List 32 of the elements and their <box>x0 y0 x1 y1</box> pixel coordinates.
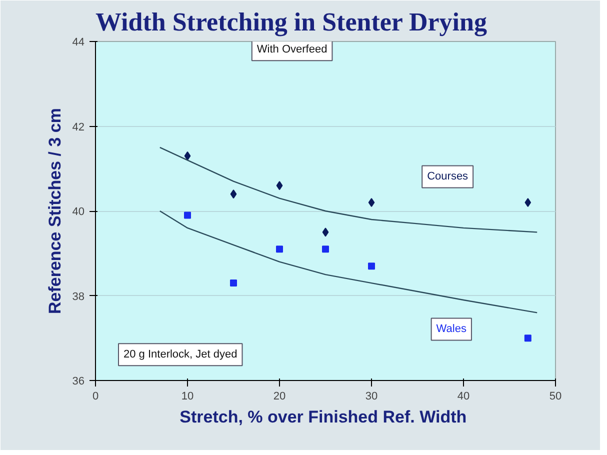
text: Courses <box>427 170 469 183</box>
y-tick-label: 40 <box>72 206 85 218</box>
point <box>524 334 532 342</box>
line-series <box>159 146 538 233</box>
y-tick-label: 44 <box>72 36 85 48</box>
line-series <box>159 210 538 314</box>
point <box>368 198 375 208</box>
x-tick-label: 50 <box>549 390 562 402</box>
x-tick-label: 0 <box>92 390 99 402</box>
point <box>230 190 237 199</box>
point <box>276 181 283 190</box>
y-tick-label: 36 <box>72 376 85 388</box>
y-tick-label: 38 <box>72 290 85 303</box>
chart-title: Width Stretching in Stenter Drying <box>96 8 487 36</box>
point <box>524 198 532 208</box>
text: Wales <box>436 323 467 336</box>
point <box>230 280 237 287</box>
x-tick-label: 30 <box>365 390 378 402</box>
y-tick-label: 42 <box>72 121 85 134</box>
x-axis-title: Stretch, % over Finished Ref. Width <box>180 408 467 426</box>
x-tick-label: 10 <box>181 390 194 402</box>
x-tick-label: 40 <box>457 390 470 402</box>
annotation: 20 g Interlock, Jet dyed <box>124 348 238 361</box>
point <box>276 246 283 253</box>
point <box>322 246 329 253</box>
x-tick-label: 20 <box>273 390 286 402</box>
point <box>184 212 191 219</box>
annotation: With Overfeed <box>256 44 328 56</box>
point <box>184 151 191 160</box>
point <box>368 262 375 270</box>
point <box>322 228 329 237</box>
y-axis-title: Reference Stitches / 3 cm <box>45 108 64 314</box>
